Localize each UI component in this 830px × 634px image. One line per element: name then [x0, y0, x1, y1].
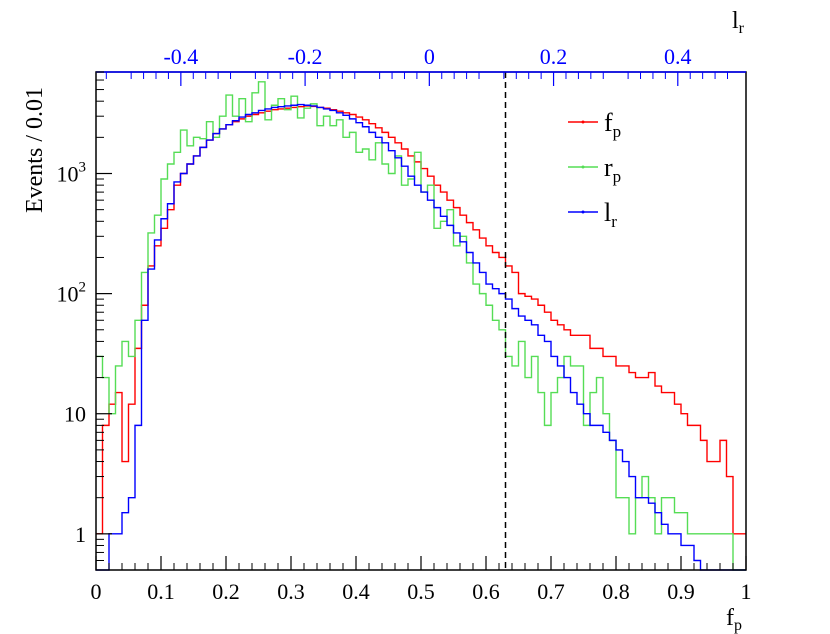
- legend-label-sub: p: [613, 122, 622, 141]
- legend-label: lr: [604, 198, 617, 231]
- series-rp-line: [96, 81, 746, 571]
- y-tick-label: 10: [64, 402, 86, 427]
- x-tick-label: 0.1: [147, 579, 175, 604]
- y-tick-label: 102: [57, 280, 87, 307]
- x-tick-label: 0.6: [472, 579, 500, 604]
- top-tick-label: -0.4: [163, 44, 198, 69]
- y-tick-base: 10: [57, 282, 79, 307]
- top-axis: -0.4 -0.2 0 0.2 0.4: [105, 44, 728, 86]
- top-axis-title-main: l: [732, 8, 739, 34]
- legend-label-main: f: [604, 108, 613, 137]
- x-tick-label: 0.8: [602, 579, 630, 604]
- series-lr-line: [96, 103, 746, 571]
- top-tick-label: 0.4: [664, 44, 692, 69]
- top-tick-label: -0.2: [288, 44, 323, 69]
- legend-label-sub: r: [611, 212, 617, 231]
- legend-marker: [581, 165, 585, 169]
- legend-label: rp: [604, 153, 621, 186]
- y-tick-base: 10: [57, 162, 79, 187]
- legend-label-main: r: [604, 153, 613, 182]
- x-tick-label: 0.5: [407, 579, 435, 604]
- x-tick-label: 0.7: [537, 579, 565, 604]
- top-axis-title-sub: r: [739, 20, 745, 37]
- x-axis: 0 0.1 0.2 0.3 0.4 0.5 0.6 0.7 0.8 0.9 1: [91, 556, 752, 604]
- x-tick-label: 0: [91, 579, 102, 604]
- top-axis-title: lr: [732, 8, 745, 37]
- legend-label-sub: p: [613, 167, 622, 186]
- x-tick-label: 0.4: [342, 579, 370, 604]
- x-tick-label: 0.9: [667, 579, 695, 604]
- x-tick-label: 0.2: [212, 579, 240, 604]
- legend-label: fp: [604, 108, 621, 141]
- x-tick-label: 1: [741, 579, 752, 604]
- series-layer: [96, 81, 746, 571]
- y-tick-label: 103: [57, 160, 87, 187]
- y-axis-title: Events / 0.01: [22, 87, 48, 213]
- x-axis-title-main: f: [726, 605, 734, 631]
- y-tick-exponent: 3: [79, 160, 87, 176]
- x-tick-label: 0.3: [277, 579, 305, 604]
- top-tick-label: 0: [424, 44, 435, 69]
- y-tick-label: 1: [75, 522, 86, 547]
- top-tick-label: 0.2: [540, 44, 568, 69]
- x-axis-title-sub: p: [734, 617, 742, 634]
- x-axis-title: fp: [726, 605, 742, 634]
- legend-marker: [581, 210, 585, 214]
- legend-label-main: l: [604, 198, 611, 227]
- y-tick-exponent: 2: [79, 280, 87, 296]
- legend-marker: [581, 120, 585, 124]
